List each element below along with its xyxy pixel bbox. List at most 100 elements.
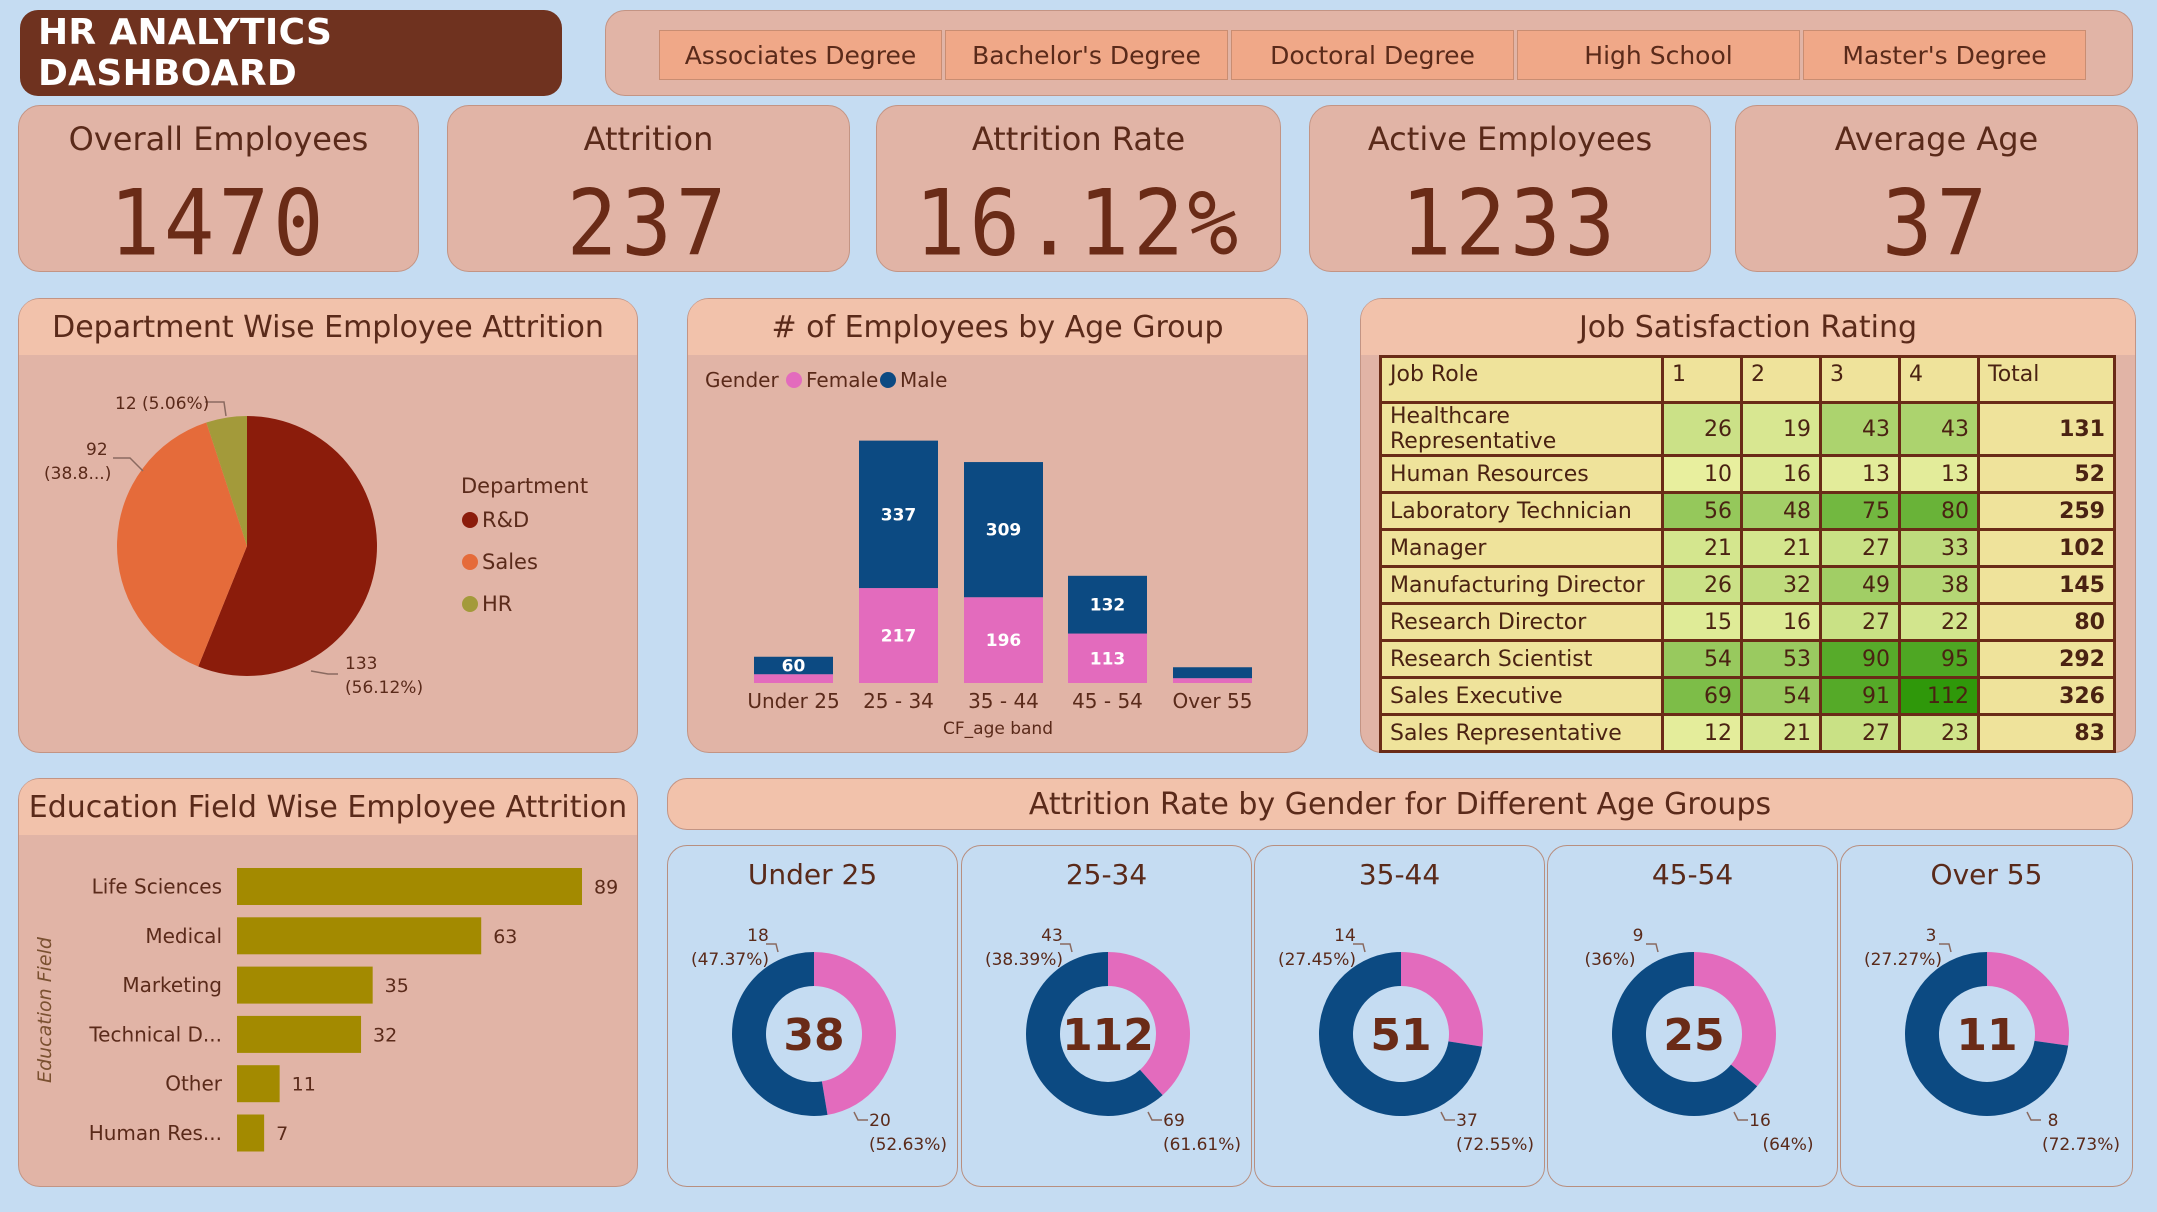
cell-rating-4: 33 [1898, 528, 1980, 568]
bar-male-label: 60 [782, 657, 806, 677]
cell-rating-1: 21 [1661, 528, 1743, 568]
donut-male-segment[interactable] [1905, 952, 2069, 1116]
table-row[interactable]: Sales Representative 12 21 27 23 83 [1379, 713, 2116, 753]
cell-rating-3: 27 [1819, 713, 1901, 753]
legend-rd-label[interactable]: R&D [482, 508, 529, 532]
table-row[interactable]: Human Resources 10 16 13 13 52 [1379, 454, 2116, 494]
cell-rating-2: 53 [1740, 639, 1822, 679]
donut-total: 51 [1370, 1010, 1431, 1061]
pie-slices [117, 416, 378, 676]
edu-bar-1[interactable] [237, 917, 482, 955]
age-group-bar-chart: Gender Female Male 60 Under 25 217 337 25 - … [705, 368, 1253, 739]
pie-slice-rd[interactable] [198, 416, 378, 676]
education-field-panel: Education Field Wise Employee Attrition [18, 778, 638, 1187]
edu-bar-5[interactable] [237, 1114, 265, 1152]
legend-female-label[interactable]: Female [806, 368, 878, 392]
hr-data-label: 12 (5.06%) [115, 394, 209, 414]
legend-male-label[interactable]: Male [900, 368, 947, 392]
table-row[interactable]: Research Director 15 16 27 22 80 [1379, 602, 2116, 642]
col-header-2[interactable]: 2 [1740, 355, 1822, 404]
cell-total: 259 [1977, 491, 2116, 531]
bar-male-label: 309 [986, 521, 1022, 541]
age-tick-label: Over 55 [1173, 689, 1253, 713]
table-row[interactable]: Manager 21 21 27 33 102 [1379, 528, 2116, 568]
donut-male-pct: (72.73%) [2042, 1135, 2120, 1155]
legend-hr-label[interactable]: HR [482, 592, 512, 616]
col-header-4[interactable]: 4 [1898, 355, 1980, 404]
donut-male-pct: (61.61%) [1163, 1135, 1241, 1155]
pie-slice-hr[interactable] [206, 416, 247, 546]
bar-male-4[interactable] [1173, 667, 1252, 679]
cell-rating-2: 16 [1740, 602, 1822, 642]
table-row[interactable]: Manufacturing Director 26 32 49 38 145 [1379, 565, 2116, 605]
cell-rating-4: 23 [1898, 713, 1980, 753]
donut-male-pct: (64%) [1762, 1135, 1813, 1155]
pie-slice-sales[interactable] [117, 422, 248, 667]
slicer-associates-degree[interactable]: Associates Degree [659, 30, 942, 80]
donut-female-segment[interactable] [814, 952, 896, 1115]
cell-rating-4: 112 [1898, 676, 1980, 716]
edu-value-label: 32 [373, 1024, 397, 1046]
col-header-job-role[interactable]: Job Role [1379, 355, 1664, 404]
bar-male-0[interactable] [754, 656, 833, 675]
bar-male-label: 132 [1090, 596, 1126, 616]
age-legend-title: Gender [705, 368, 779, 392]
sales-data-pct: (38.8...) [44, 464, 111, 484]
cell-total: 292 [1977, 639, 2116, 679]
slicer-masters-degree[interactable]: Master's Degree [1803, 30, 2086, 80]
donut-male-segment[interactable] [1319, 952, 1483, 1116]
edu-bar-4[interactable] [237, 1065, 280, 1103]
kpi-average-age: Average Age 37 [1735, 105, 2138, 276]
bar-female-1[interactable] [859, 588, 938, 683]
bar-female-0[interactable] [754, 674, 833, 683]
donut-female-label: 18 [747, 926, 769, 946]
legend-sales-label[interactable]: Sales [482, 550, 538, 574]
bar-male-label: 337 [881, 505, 917, 525]
table-row[interactable]: Sales Executive 69 54 91 112 326 [1379, 676, 2116, 716]
bar-female-3[interactable] [1068, 633, 1147, 683]
edu-value-label: 35 [385, 975, 409, 997]
bar-male-2[interactable] [964, 462, 1043, 598]
rd-data-label: 133 [345, 654, 377, 674]
donut-female-segment[interactable] [1987, 952, 2069, 1046]
edu-axis-label: Education Field [34, 936, 56, 1083]
slicer-bachelors-degree[interactable]: Bachelor's Degree [945, 30, 1228, 80]
age-tick-label: Under 25 [747, 689, 839, 713]
edu-bar-2[interactable] [237, 966, 373, 1004]
donut-female-segment[interactable] [1108, 952, 1190, 1096]
kpi-label: Active Employees [1367, 120, 1653, 158]
donut-male-segment[interactable] [1026, 952, 1163, 1116]
col-header-3[interactable]: 3 [1819, 355, 1901, 404]
col-header-1[interactable]: 1 [1661, 355, 1743, 404]
table-row[interactable]: Laboratory Technician 56 48 75 80 259 [1379, 491, 2116, 531]
table-row[interactable]: Research Scientist 54 53 90 95 292 [1379, 639, 2116, 679]
donut-male-segment[interactable] [731, 952, 828, 1116]
edu-bar-3[interactable] [237, 1015, 362, 1053]
col-header-total[interactable]: Total [1977, 355, 2116, 404]
donut-card-2: 35-44 51 14 (27.45%) 37 (72.55%) [1254, 845, 1545, 1187]
bar-male-1[interactable] [859, 440, 938, 589]
legend-male-marker [880, 372, 896, 388]
education-slicer: Associates Degree Bachelor's Degree Doct… [605, 10, 2133, 96]
kpi-label: Average Age [1834, 120, 2039, 158]
age-axis-label: CF_age band [943, 719, 1053, 739]
cell-rating-2: 54 [1740, 676, 1822, 716]
cell-rating-3: 13 [1819, 454, 1901, 494]
edu-bar-0[interactable] [237, 868, 582, 905]
donut-female-segment[interactable] [1401, 952, 1483, 1047]
donut-male-pct: (72.55%) [1456, 1135, 1534, 1155]
bar-female-2[interactable] [964, 597, 1043, 683]
cell-job-role: Human Resources [1379, 454, 1664, 494]
kpi-label: Attrition Rate [971, 120, 1186, 158]
table-row[interactable]: Healthcare Representative 26 19 43 43 131 [1379, 401, 2116, 457]
donut-male-segment[interactable] [1612, 952, 1758, 1116]
donut-male-label: 8 [2048, 1111, 2059, 1131]
bar-female-4[interactable] [1173, 678, 1252, 683]
cell-rating-3: 27 [1819, 528, 1901, 568]
slicer-high-school[interactable]: High School [1517, 30, 1800, 80]
cell-rating-4: 38 [1898, 565, 1980, 605]
edu-category-label: Other [165, 1072, 223, 1096]
slicer-doctoral-degree[interactable]: Doctoral Degree [1231, 30, 1514, 80]
donut-female-segment[interactable] [1694, 952, 1776, 1087]
bar-male-3[interactable] [1068, 575, 1147, 634]
